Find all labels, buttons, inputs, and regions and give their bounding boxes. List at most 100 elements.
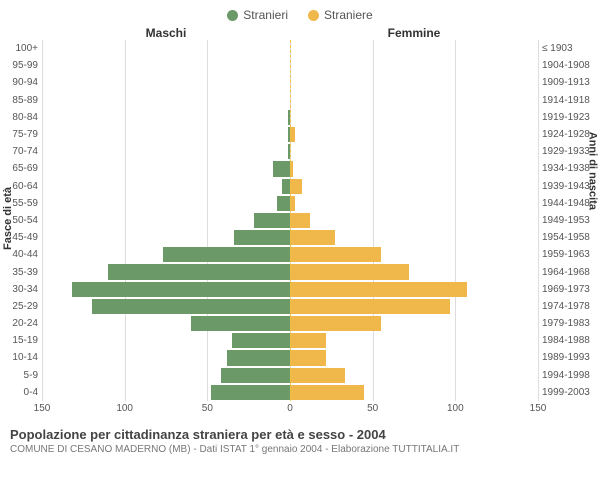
bar-cell-female — [290, 92, 538, 109]
bar-cell-male — [42, 332, 290, 349]
bar-male — [211, 385, 290, 400]
footer: Popolazione per cittadinanza straniera p… — [0, 419, 600, 455]
bar-cell-female — [290, 143, 538, 160]
age-label: 40-44 — [0, 249, 42, 260]
pyramid-row: 90-941909-1913 — [0, 74, 600, 91]
pyramid-row: 40-441959-1963 — [0, 246, 600, 263]
age-label: 35-39 — [0, 267, 42, 278]
age-label: 55-59 — [0, 198, 42, 209]
birth-label: 1989-1993 — [538, 352, 600, 363]
pyramid-row: 25-291974-1978 — [0, 298, 600, 315]
bar-cell-male — [42, 195, 290, 212]
age-label: 25-29 — [0, 301, 42, 312]
bar-cell-male — [42, 160, 290, 177]
birth-label: 1914-1918 — [538, 95, 600, 106]
x-ticks-left: 150100500 — [42, 403, 290, 419]
bar-female — [290, 127, 295, 142]
bar-cell-male — [42, 212, 290, 229]
bar-female — [290, 368, 345, 383]
bar-cell-male — [42, 384, 290, 401]
pyramid-row: 35-391964-1968 — [0, 263, 600, 280]
bar-male — [227, 350, 290, 365]
x-tick: 100 — [447, 403, 464, 414]
bar-cell-female — [290, 126, 538, 143]
birth-label: 1999-2003 — [538, 387, 600, 398]
age-label: 0-4 — [0, 387, 42, 398]
bar-male — [163, 247, 290, 262]
birth-label: 1924-1928 — [538, 129, 600, 140]
birth-label: 1944-1948 — [538, 198, 600, 209]
bar-cell-male — [42, 229, 290, 246]
age-label: 20-24 — [0, 318, 42, 329]
pyramid-row: 20-24 1979-1983 — [0, 315, 600, 332]
bar-cell-male — [42, 57, 290, 74]
bar-male — [254, 213, 290, 228]
bar-female — [290, 282, 467, 297]
bar-female — [290, 179, 302, 194]
bar-cell-male — [42, 92, 290, 109]
bar-female — [290, 230, 335, 245]
pyramid-row: 80-841919-1923 — [0, 109, 600, 126]
bar-cell-male — [42, 298, 290, 315]
pyramid-row: 95-991904-1908 — [0, 57, 600, 74]
bar-cell-male — [42, 40, 290, 57]
bar-female — [290, 264, 409, 279]
birth-label: 1954-1958 — [538, 232, 600, 243]
bar-cell-male — [42, 246, 290, 263]
bar-male — [92, 299, 290, 314]
bar-male — [232, 333, 290, 348]
pyramid-row: 30-341969-1973 — [0, 281, 600, 298]
bar-cell-female — [290, 384, 538, 401]
column-titles: Maschi Femmine — [0, 26, 600, 40]
birth-label: 1934-1938 — [538, 163, 600, 174]
bar-female — [290, 299, 450, 314]
legend-item-male: Stranieri — [227, 8, 288, 22]
bar-female — [290, 316, 381, 331]
bar-male — [191, 316, 290, 331]
chart-wrap: Fasce di età Anni di nascita 100+≤ 19039… — [0, 40, 600, 419]
bar-female — [290, 213, 310, 228]
x-tick: 100 — [116, 403, 133, 414]
bar-cell-female — [290, 281, 538, 298]
bar-cell-male — [42, 126, 290, 143]
bar-male — [282, 179, 290, 194]
birth-label: 1984-1988 — [538, 335, 600, 346]
pyramid-row: 5-91994-1998 — [0, 367, 600, 384]
bar-cell-female — [290, 40, 538, 57]
bar-female — [290, 333, 326, 348]
bar-cell-male — [42, 349, 290, 366]
legend-label-female: Straniere — [324, 8, 373, 22]
bar-cell-female — [290, 160, 538, 177]
bar-male — [221, 368, 290, 383]
bar-cell-male — [42, 178, 290, 195]
bar-male — [273, 161, 290, 176]
age-label: 50-54 — [0, 215, 42, 226]
age-label: 10-14 — [0, 352, 42, 363]
birth-label: 1979-1983 — [538, 318, 600, 329]
age-label: 15-19 — [0, 335, 42, 346]
x-tick: 150 — [34, 403, 51, 414]
x-tick: 150 — [530, 403, 547, 414]
age-label: 60-64 — [0, 181, 42, 192]
legend-label-male: Stranieri — [243, 8, 288, 22]
col-title-right: Femmine — [290, 26, 538, 40]
bar-female — [290, 161, 293, 176]
pyramid-row: 55-59 1944-1948 — [0, 195, 600, 212]
bar-cell-female — [290, 349, 538, 366]
age-label: 90-94 — [0, 77, 42, 88]
birth-label: 1939-1943 — [538, 181, 600, 192]
bar-cell-female — [290, 263, 538, 280]
bar-female — [290, 247, 381, 262]
swatch-male — [227, 10, 238, 21]
bar-female — [290, 196, 295, 211]
x-tick: 50 — [367, 403, 378, 414]
age-label: 80-84 — [0, 112, 42, 123]
bar-cell-female — [290, 332, 538, 349]
bar-cell-female — [290, 195, 538, 212]
age-label: 100+ — [0, 43, 42, 54]
age-label: 95-99 — [0, 60, 42, 71]
age-label: 5-9 — [0, 370, 42, 381]
bar-male — [234, 230, 290, 245]
age-label: 65-69 — [0, 163, 42, 174]
bar-male — [72, 282, 290, 297]
